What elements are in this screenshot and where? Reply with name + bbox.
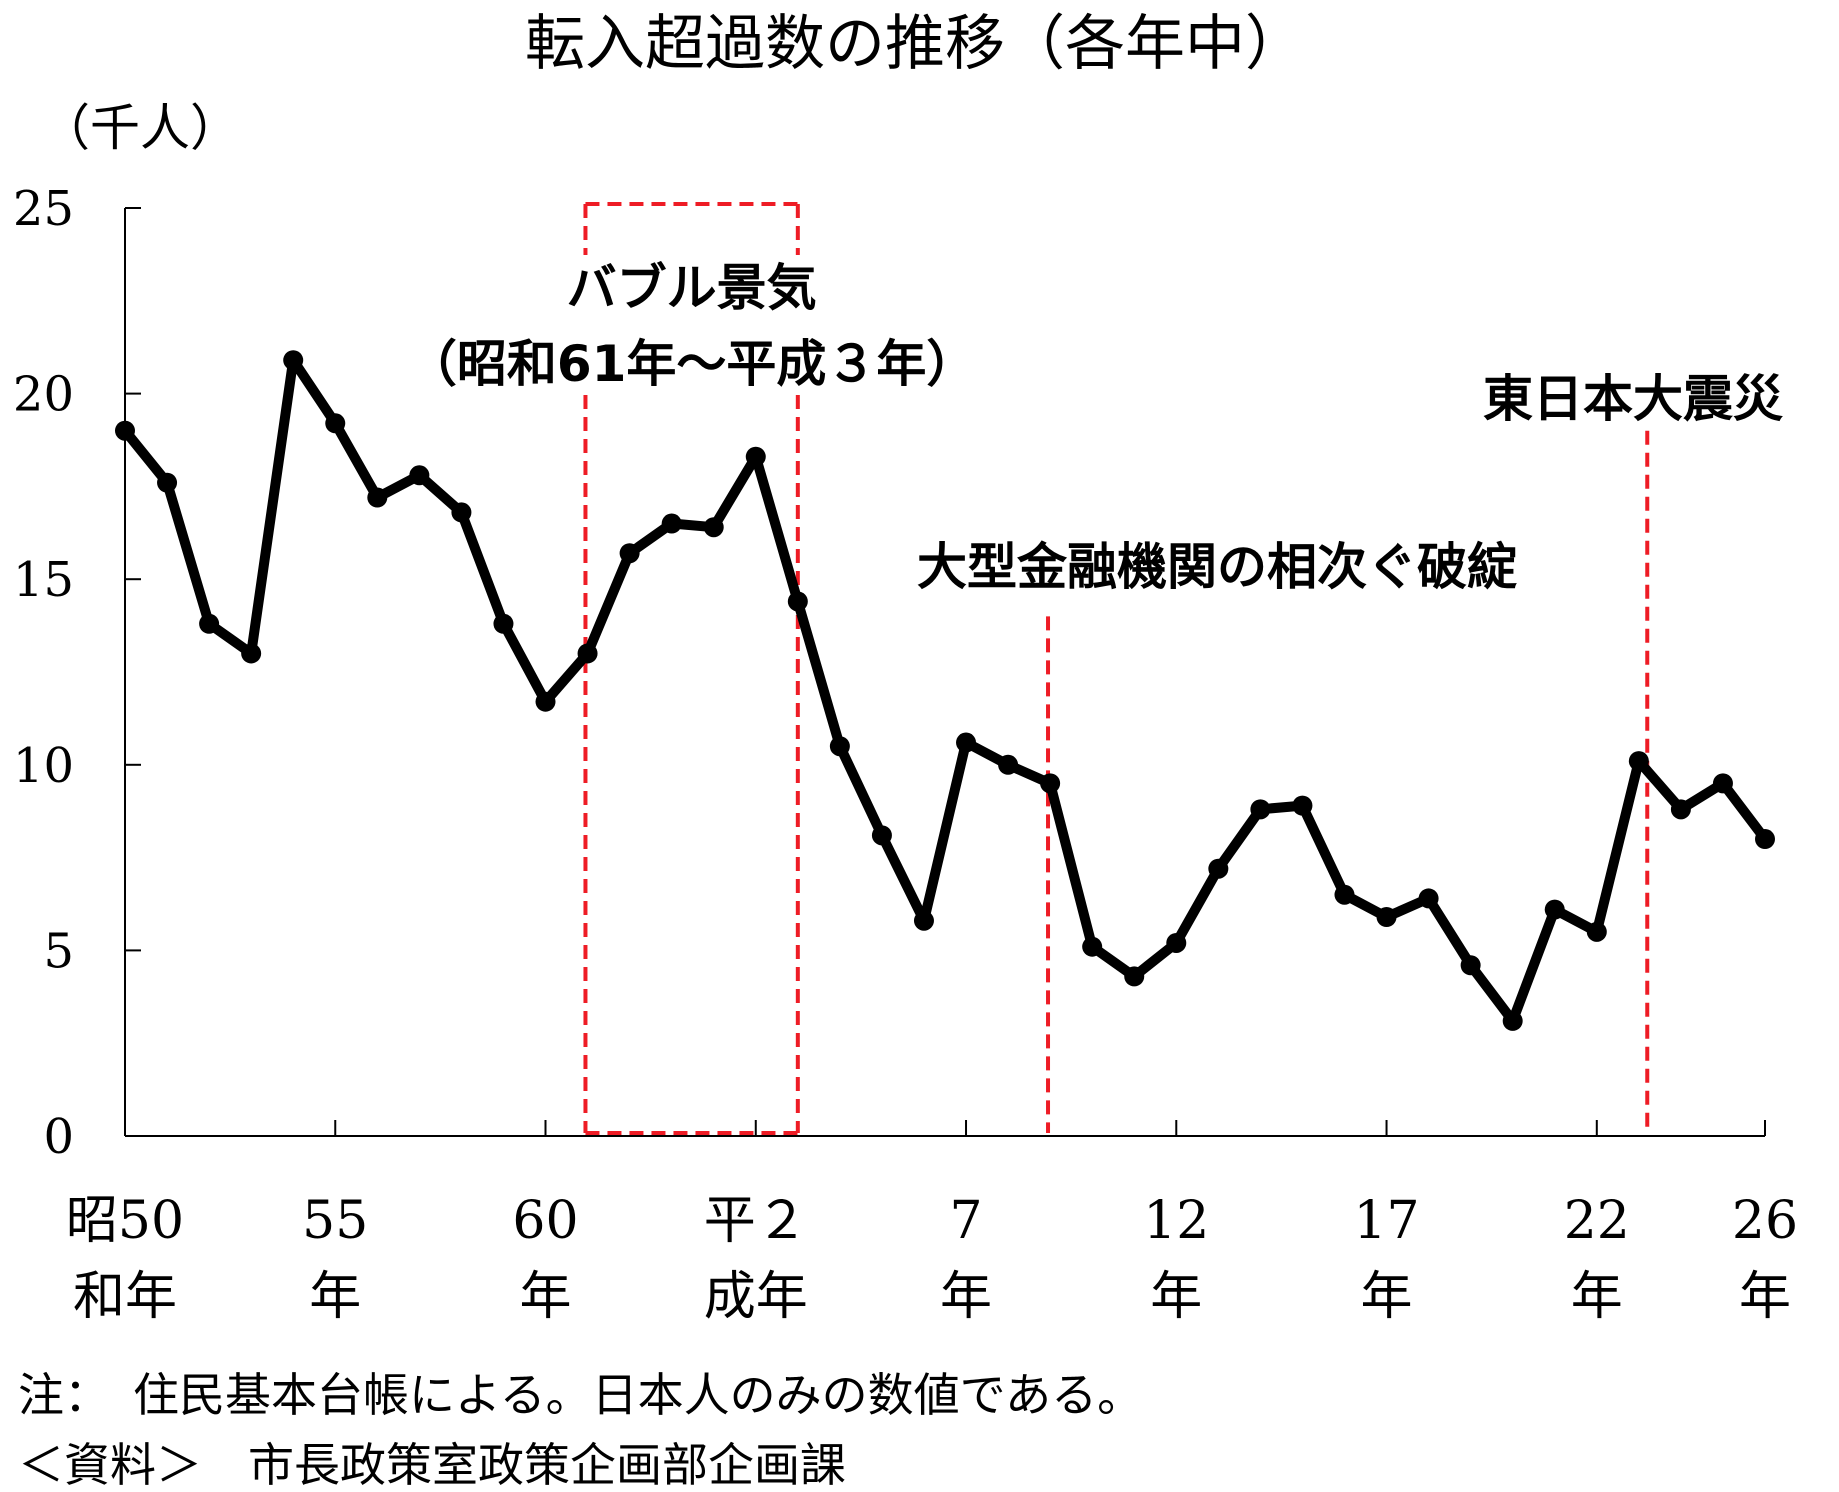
data-point bbox=[283, 350, 304, 371]
x-tick-label-line2: 年 bbox=[520, 1267, 572, 1327]
x-tick-label: 60 bbox=[512, 1191, 578, 1251]
annotation-layer: バブル景気 （昭和61年～平成３年） 大型金融機関の相次ぐ破綻 東日本大震災 bbox=[407, 202, 1783, 1135]
data-point bbox=[1124, 966, 1145, 987]
data-point bbox=[829, 736, 850, 757]
data-point bbox=[325, 413, 346, 434]
x-tick-label-line2: 成年 bbox=[704, 1267, 808, 1327]
data-point bbox=[199, 613, 220, 634]
y-axis-unit: （千人） bbox=[40, 99, 240, 157]
data-point bbox=[409, 465, 430, 486]
y-tick-label: 20 bbox=[13, 367, 74, 423]
data-point bbox=[1376, 906, 1397, 927]
data-point bbox=[1292, 795, 1313, 816]
data-point bbox=[1250, 799, 1271, 820]
data-point bbox=[1418, 888, 1439, 909]
axes: 0 5 10 15 20 25 昭50 和年 55 年 60 年 平２ 成年 7 年 12 年 17 年 22 年 26 年 bbox=[13, 181, 1798, 1327]
data-point bbox=[1544, 899, 1565, 920]
y-tick-label: 15 bbox=[13, 552, 74, 608]
data-point bbox=[1166, 932, 1187, 953]
data-point bbox=[451, 502, 472, 523]
data-point bbox=[1628, 751, 1649, 772]
x-tick-label-line2: 年 bbox=[1739, 1267, 1791, 1327]
data-point bbox=[1334, 884, 1355, 905]
source-note: ＜資料＞ 市長政策室政策企画部企画課 bbox=[18, 1438, 846, 1492]
data-point bbox=[367, 487, 388, 508]
series-line bbox=[120, 355, 1770, 1026]
footnote: 注： 住民基本台帳による。日本人のみの数値である。 bbox=[18, 1368, 1144, 1422]
data-point bbox=[115, 420, 135, 441]
chart-title: 転入超過数の推移（各年中） bbox=[525, 9, 1305, 79]
x-tick-label: 12 bbox=[1143, 1191, 1209, 1251]
data-point bbox=[1755, 829, 1775, 850]
data-point bbox=[871, 825, 892, 846]
data-point bbox=[535, 691, 556, 712]
event-marker-label: 大型金融機関の相次ぐ破綻 bbox=[917, 538, 1517, 596]
data-point bbox=[619, 543, 640, 564]
data-point bbox=[1460, 955, 1481, 976]
x-tick-label: 17 bbox=[1353, 1191, 1419, 1251]
data-point bbox=[745, 446, 766, 467]
x-tick-label: 26 bbox=[1732, 1191, 1798, 1251]
data-point bbox=[703, 517, 724, 538]
x-tick-label: 55 bbox=[302, 1191, 368, 1251]
data-point bbox=[1208, 858, 1229, 879]
bubble-label: バブル景気 bbox=[567, 259, 817, 317]
x-tick-label-line2: 和年 bbox=[73, 1267, 177, 1327]
series-layer bbox=[115, 350, 1775, 1031]
x-tick-label: 22 bbox=[1564, 1191, 1630, 1251]
data-point bbox=[577, 643, 598, 664]
y-tick-label: 25 bbox=[13, 181, 74, 237]
x-tick-label: 7 bbox=[949, 1191, 982, 1251]
data-point bbox=[661, 513, 682, 534]
x-tick-label-line2: 年 bbox=[1361, 1267, 1413, 1327]
x-tick-label-line2: 年 bbox=[309, 1267, 361, 1327]
data-point bbox=[1082, 936, 1103, 957]
data-point bbox=[1712, 773, 1733, 794]
x-tick-label: 昭50 bbox=[66, 1191, 184, 1251]
data-point bbox=[1670, 799, 1691, 820]
data-point bbox=[1040, 773, 1061, 794]
data-point bbox=[493, 613, 514, 634]
x-tick-label-line2: 年 bbox=[1150, 1267, 1202, 1327]
y-tick-label: 5 bbox=[43, 923, 74, 979]
bubble-period-label: （昭和61年～平成３年） bbox=[407, 335, 977, 393]
data-point bbox=[998, 754, 1019, 775]
data-point bbox=[913, 910, 934, 931]
event-marker-label: 東日本大震災 bbox=[1483, 370, 1783, 428]
data-point bbox=[956, 732, 977, 753]
data-point bbox=[1586, 921, 1607, 942]
data-point bbox=[157, 472, 178, 493]
x-tick-label-line2: 年 bbox=[1571, 1267, 1623, 1327]
data-point bbox=[1502, 1010, 1523, 1031]
data-point bbox=[787, 591, 808, 612]
x-tick-label: 平２ bbox=[704, 1191, 808, 1251]
y-tick-label: 0 bbox=[43, 1109, 74, 1165]
x-tick-label-line2: 年 bbox=[940, 1267, 992, 1327]
y-tick-label: 10 bbox=[13, 738, 74, 794]
data-point bbox=[241, 643, 262, 664]
